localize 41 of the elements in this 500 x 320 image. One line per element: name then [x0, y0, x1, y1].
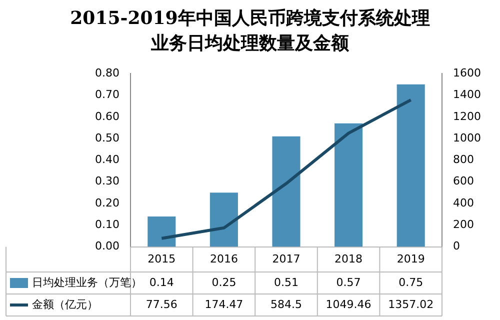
data-label: 0.57 [336, 276, 361, 289]
y2-tick-label: 1400 [453, 88, 482, 102]
bar [210, 192, 238, 247]
legend-label: 金额（亿元） [32, 298, 98, 311]
y2-tick-label: 1000 [453, 131, 482, 144]
y2-tick-label: 600 [453, 174, 474, 188]
y-tick-label: 0.80 [94, 66, 120, 80]
data-label: 0.75 [398, 276, 424, 289]
x-tick-label: 2018 [334, 252, 363, 266]
legend-label: 日均处理业务（万笔） [32, 276, 142, 289]
x-tick-label: 2019 [396, 252, 425, 266]
bar [272, 136, 300, 247]
data-label: 77.56 [146, 298, 178, 311]
data-label: 0.25 [212, 276, 236, 289]
y-tick-label: 0.70 [94, 88, 120, 102]
y-tick-label: 0.00 [94, 240, 120, 253]
y2-tick-label: 0 [453, 240, 460, 253]
y2-tick-label: 800 [453, 153, 474, 166]
y-tick-label: 0.10 [94, 218, 120, 232]
y2-tick-label: 400 [453, 196, 474, 210]
y2-tick-label: 200 [453, 218, 474, 232]
y-tick-label: 0.30 [94, 174, 120, 188]
y-tick-label: 0.60 [94, 110, 120, 123]
bar [148, 216, 176, 247]
data-label: 1357.02 [388, 298, 434, 311]
chart-title: 2015-2019年中国人民币跨境支付系统处理业务日均处理数量及金额 [69, 7, 431, 56]
x-tick-label: 2015 [148, 252, 176, 266]
data-label: 0.14 [149, 276, 174, 289]
x-tick-label: 2017 [272, 252, 300, 266]
y2-tick-label: 1600 [453, 66, 482, 80]
y-tick-label: 0.20 [94, 196, 120, 210]
data-label: 1049.46 [326, 298, 372, 311]
data-label: 584.5 [270, 298, 302, 311]
y-tick-label: 0.50 [94, 131, 120, 144]
data-label: 0.51 [274, 276, 298, 289]
data-label: 174.47 [204, 298, 244, 311]
bar [396, 84, 425, 247]
y2-tick-label: 1200 [453, 110, 482, 123]
y-tick-label: 0.40 [94, 153, 120, 166]
x-tick-label: 2016 [210, 252, 238, 266]
bar [334, 123, 363, 247]
